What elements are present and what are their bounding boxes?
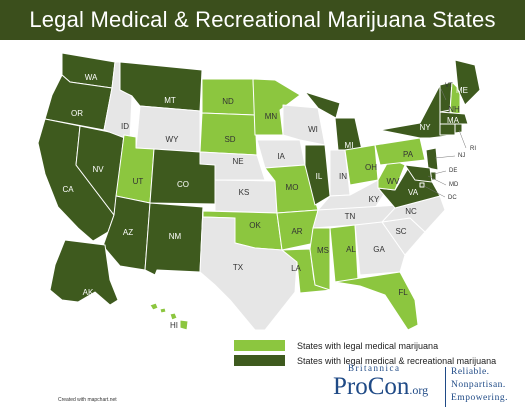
labels-layer: WA OR CA NV ID MT WY UT CO AZ NM ND SD NE KS OK TX MN IA MO… — [62, 73, 476, 330]
state-nj — [425, 147, 439, 171]
state-label-il: IL — [316, 172, 323, 181]
legend-recreational-label: States with legal medical & recreational… — [297, 355, 497, 366]
callout-line-nj — [434, 155, 456, 159]
state-label-mo: MO — [286, 183, 299, 192]
state-label-oh: OH — [365, 163, 377, 172]
title-bar: Legal Medical & Recreational Marijuana S… — [0, 0, 525, 40]
state-label-vt: VT — [445, 83, 453, 89]
state-label-nj: NJ — [458, 153, 465, 159]
callout-line-dc — [421, 184, 446, 198]
state-label-nm: NM — [169, 232, 182, 241]
state-wy — [135, 105, 201, 153]
legend-medical: States with legal medical marijuana — [234, 340, 438, 351]
state-tx — [199, 206, 298, 331]
state-label-ma: MA — [447, 116, 460, 125]
state-ct — [439, 123, 456, 136]
callout-line-de — [433, 170, 447, 175]
state-label-al: AL — [346, 245, 356, 254]
map-title: Legal Medical & Recreational Marijuana S… — [29, 7, 496, 32]
state-label-mn: MN — [265, 112, 278, 121]
state-label-tn: TN — [345, 212, 356, 221]
state-label-ny: NY — [419, 123, 431, 132]
state-il — [304, 144, 331, 206]
logo-procon-suffix: .org — [409, 383, 429, 397]
logo-procon-name: ProCon — [333, 373, 410, 400]
state-label-wy: WY — [166, 135, 180, 144]
logo-tagline: Reliable. Nonpartisan. Empowering. — [451, 366, 508, 405]
state-label-md: MD — [449, 182, 459, 188]
state-wi — [282, 104, 326, 146]
state-label-la: LA — [291, 264, 301, 273]
state-label-ms: MS — [317, 246, 329, 255]
state-mt — [119, 61, 203, 112]
state-label-nc: NC — [405, 207, 417, 216]
callout-line-ri — [458, 129, 467, 149]
state-label-ak: AK — [83, 288, 94, 297]
state-label-ut: UT — [133, 177, 144, 186]
state-label-sc: SC — [395, 227, 406, 236]
state-label-co: CO — [177, 180, 189, 189]
state-ma — [439, 111, 469, 125]
logo-divider — [445, 367, 446, 407]
state-label-mt: MT — [164, 96, 176, 105]
state-label-wi: WI — [308, 125, 318, 134]
state-md — [404, 164, 433, 183]
state-label-ar: AR — [291, 227, 302, 236]
state-label-fl: FL — [398, 288, 408, 297]
state-sd — [199, 112, 258, 156]
legend-medical-label: States with legal medical marijuana — [297, 340, 439, 351]
state-label-de: DE — [449, 168, 457, 174]
state-label-sd: SD — [224, 135, 235, 144]
state-hi — [149, 302, 189, 331]
northeast-callouts — [421, 88, 467, 198]
state-label-or: OR — [71, 109, 83, 118]
state-label-dc: DC — [448, 195, 457, 201]
state-label-nd: ND — [222, 97, 234, 106]
state-label-mi: MI — [345, 141, 354, 150]
state-label-ne: NE — [232, 157, 243, 166]
callout-line-vt — [440, 88, 447, 101]
state-label-ri: RI — [470, 146, 476, 152]
state-label-nv: NV — [92, 165, 104, 174]
us-map: WA OR CA NV ID MT WY UT CO AZ NM ND SD NE KS OK TX MN IA MO… — [37, 52, 481, 331]
states-layer — [37, 52, 481, 331]
state-label-in: IN — [339, 172, 347, 181]
state-label-ca: CA — [62, 185, 74, 194]
state-label-nh: NH — [448, 105, 460, 114]
logo-procon: ProCon.org — [333, 373, 428, 401]
legend-recreational: States with legal medical & recreational… — [234, 355, 496, 366]
tagline-line: Reliable. — [451, 367, 490, 377]
state-label-hi: HI — [170, 321, 178, 330]
state-label-wa: WA — [85, 73, 98, 82]
state-label-ga: GA — [373, 245, 385, 254]
state-label-pa: PA — [403, 150, 414, 159]
legend-recreational-swatch — [234, 355, 285, 366]
callout-line-md — [427, 175, 447, 186]
credit-line: Created with mapchart.net — [58, 397, 117, 403]
state-label-ky: KY — [369, 195, 380, 204]
state-label-tx: TX — [233, 263, 244, 272]
state-label-ok: OK — [249, 221, 261, 230]
logo-britannica: Britannica — [348, 363, 401, 373]
state-me — [454, 59, 481, 106]
map-credit: Created with mapchart.net — [58, 397, 117, 403]
state-label-va: VA — [408, 188, 419, 197]
state-label-id: ID — [121, 122, 129, 131]
state-label-me: ME — [456, 86, 468, 95]
tagline-line: Empowering. — [451, 393, 508, 403]
state-ms — [309, 227, 331, 291]
state-pa — [374, 137, 426, 166]
state-ri — [454, 123, 463, 134]
state-label-ia: IA — [277, 152, 285, 161]
state-ak — [49, 239, 119, 306]
state-fl — [334, 271, 419, 331]
state-ga — [354, 221, 406, 276]
procon-logo: Britannica ProCon.org Reliable. Nonparti… — [333, 363, 523, 411]
state-label-wv: WV — [387, 177, 401, 186]
state-label-az: AZ — [123, 228, 133, 237]
legend-medical-swatch — [234, 340, 285, 351]
state-mn — [252, 78, 301, 136]
state-label-ks: KS — [239, 188, 250, 197]
tagline-line: Nonpartisan. — [451, 380, 506, 390]
